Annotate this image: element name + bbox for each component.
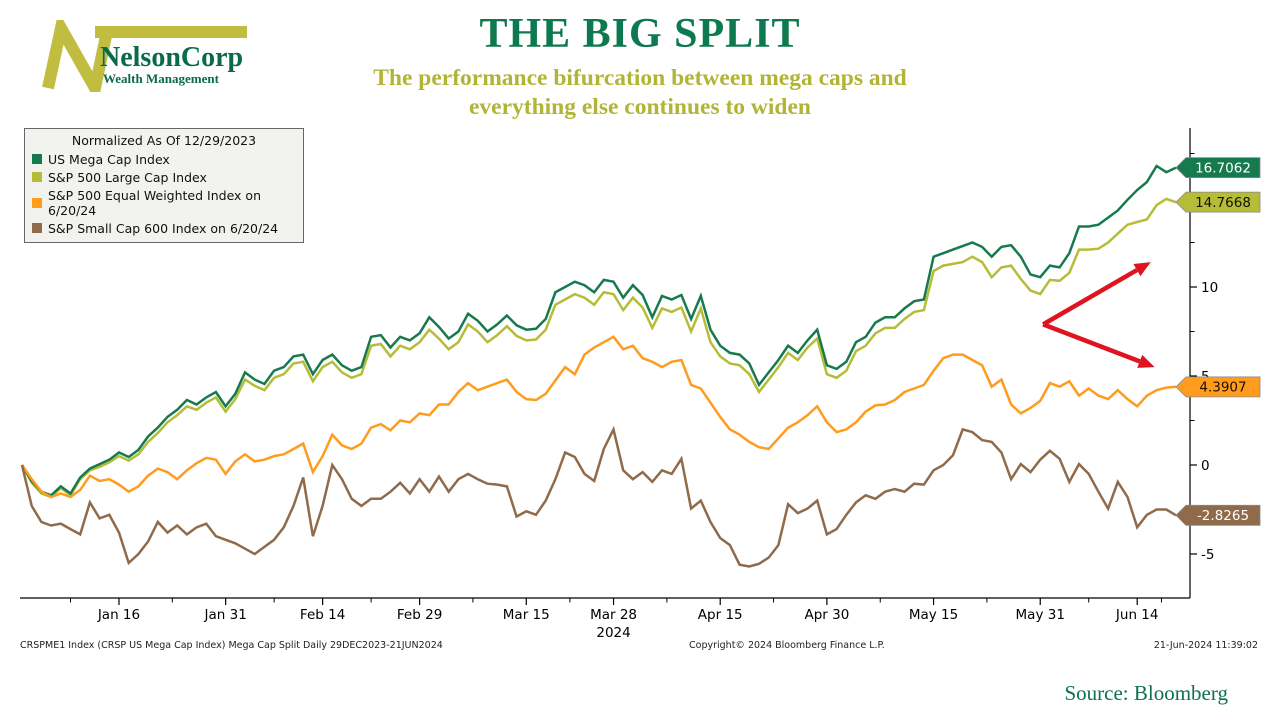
x-tick-label: May 31 — [1016, 607, 1065, 623]
x-tick-label: Feb 29 — [397, 607, 442, 623]
series-line-s-p-small-cap-600-index-on-6-20-24 — [20, 425, 1177, 568]
legend-item-label: S&P 500 Large Cap Index — [48, 169, 207, 185]
y-tick-label: -5 — [1201, 547, 1214, 563]
last-value-tag-label: 14.7668 — [1195, 195, 1251, 211]
source-attribution: Source: Bloomberg — [1064, 681, 1228, 705]
chart-legend: Normalized As Of 12/29/2023 US Mega Cap … — [24, 128, 304, 243]
x-axis-year-label: 2024 — [596, 625, 630, 641]
logo-bar-icon — [95, 26, 247, 38]
footer-ticker-note: CRSPME1 Index (CRSP US Mega Cap Index) M… — [20, 640, 443, 651]
y-tick-label: 10 — [1201, 280, 1218, 296]
subtitle-line-1: The performance bifurcation between mega… — [373, 65, 907, 91]
last-value-tag-s-p-500-equal-weighted-index-on-6-20-24: 4.3907 — [1175, 376, 1261, 398]
legend-swatch-icon — [32, 223, 42, 233]
legend-swatch-icon — [32, 197, 42, 208]
x-tick-label: Apr 30 — [804, 607, 849, 623]
last-value-tag-shape — [1175, 376, 1261, 398]
last-value-tag-label: -2.8265 — [1197, 508, 1249, 524]
legend-item-s-p-500-equal-weighted-index-on-6-20-24: S&P 500 Equal Weighted Index on 6/20/24 — [25, 186, 303, 219]
x-tick-label: Apr 15 — [698, 607, 743, 623]
divergence-arrow-icon — [1042, 268, 1139, 327]
x-tick-label: Jun 14 — [1115, 607, 1159, 623]
last-value-tag-shape — [1175, 157, 1261, 179]
subtitle-line-2: everything else continues to widen — [468, 94, 812, 120]
x-tick-label: Jan 16 — [97, 607, 140, 623]
footer-timestamp: 21-Jun-2024 11:39:02 — [1153, 640, 1258, 651]
x-tick-label: Jan 31 — [204, 607, 247, 623]
divergence-arrowhead-icon — [1133, 262, 1151, 277]
nelsoncorp-logo: NelsonCorp Wealth Management — [42, 20, 247, 92]
logo-name: NelsonCorp — [100, 42, 243, 73]
legend-item-s-p-500-large-cap-index: S&P 500 Large Cap Index — [25, 168, 303, 186]
legend-items: US Mega Cap Index S&P 500 Large Cap Index… — [25, 150, 303, 237]
legend-swatch-icon — [32, 172, 42, 182]
y-tick-label: 0 — [1201, 458, 1210, 474]
divergence-arrowhead-icon — [1137, 354, 1155, 368]
legend-item-label: S&P Small Cap 600 Index on 6/20/24 — [48, 220, 279, 236]
legend-item-label: US Mega Cap Index — [48, 151, 170, 167]
last-value-tag-s-p-500-large-cap-index: 14.7668 — [1175, 191, 1261, 213]
logo-tagline: Wealth Management — [103, 71, 220, 86]
last-value-tag-label: 16.7062 — [1195, 160, 1251, 176]
footer-copyright: Copyright© 2024 Bloomberg Finance L.P. — [689, 640, 885, 651]
x-tick-label: Feb 14 — [300, 607, 345, 623]
page-title: THE BIG SPLIT — [479, 11, 801, 57]
last-value-tag-s-p-small-cap-600-index-on-6-20-24: -2.8265 — [1175, 504, 1261, 526]
x-tick-label: Mar 15 — [503, 607, 550, 623]
last-value-tag-shape — [1175, 191, 1261, 213]
legend-title: Normalized As Of 12/29/2023 — [71, 133, 257, 148]
series-line-s-p-500-equal-weighted-index-on-6-20-24 — [20, 335, 1177, 499]
x-tick-label: Mar 28 — [590, 607, 637, 623]
divergence-arrow-icon — [1042, 322, 1141, 364]
legend-item-label: S&P 500 Equal Weighted Index on 6/20/24 — [48, 187, 261, 218]
series-line-s-p-500-large-cap-index — [20, 197, 1177, 499]
last-value-tag-label: 4.3907 — [1199, 380, 1246, 396]
legend-item-s-p-small-cap-600-index-on-6-20-24: S&P Small Cap 600 Index on 6/20/24 — [25, 219, 303, 237]
x-tick-label: May 15 — [909, 607, 958, 623]
last-value-tag-shape — [1175, 504, 1261, 526]
legend-item-us-mega-cap-index: US Mega Cap Index — [25, 150, 303, 168]
legend-swatch-icon — [32, 154, 42, 164]
series-line-us-mega-cap-index — [20, 164, 1177, 497]
logo-n-mark-icon — [42, 20, 112, 92]
last-value-tag-us-mega-cap-index: 16.7062 — [1175, 157, 1261, 179]
